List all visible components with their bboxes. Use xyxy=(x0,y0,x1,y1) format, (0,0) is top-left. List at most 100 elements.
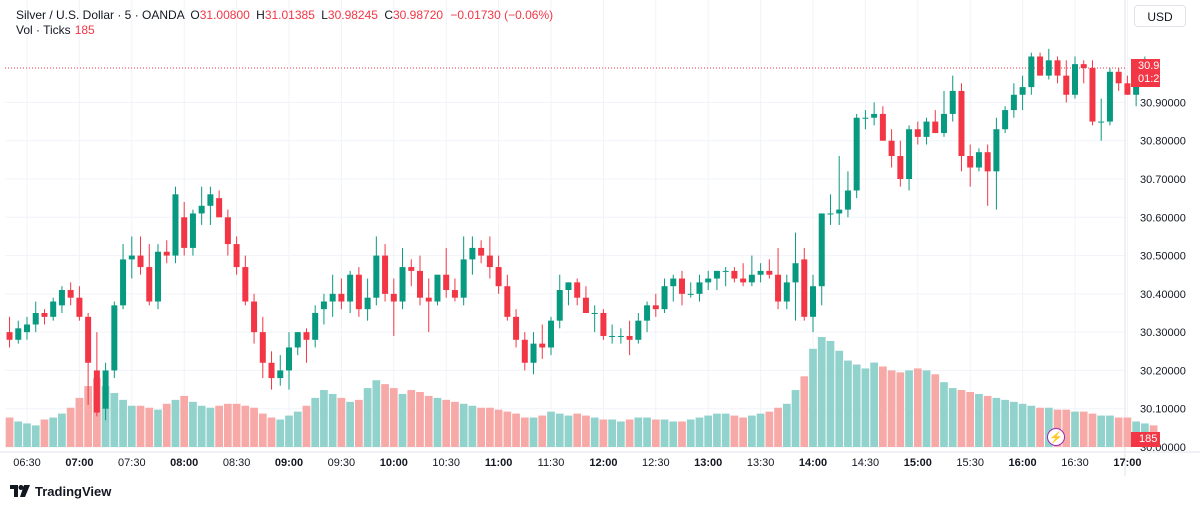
volume-bar xyxy=(957,390,966,447)
volume-bar xyxy=(189,401,197,447)
candle xyxy=(434,274,441,306)
candle-body xyxy=(862,117,869,119)
volume-bar xyxy=(896,372,905,447)
candle-body xyxy=(6,332,13,340)
volume-bar xyxy=(110,392,119,447)
volume-bar xyxy=(669,421,678,447)
volume-bar xyxy=(730,415,739,447)
currency-button[interactable]: USD xyxy=(1134,5,1186,27)
volume-bar xyxy=(84,386,92,447)
volume-label[interactable]: Vol · Ticks xyxy=(16,23,71,37)
volume-bar xyxy=(267,417,276,447)
candle-body xyxy=(993,129,1000,172)
volume-bar xyxy=(555,413,564,447)
candle-body xyxy=(76,297,83,317)
candle xyxy=(722,267,729,287)
volume-bar xyxy=(992,397,1001,447)
candle xyxy=(408,259,415,287)
volume-bar xyxy=(1036,407,1044,447)
volume-bar xyxy=(547,411,555,447)
last-price-value: 30.98720 xyxy=(1138,60,1184,72)
candle-body xyxy=(373,255,380,298)
tradingview-logo-icon xyxy=(10,485,30,497)
candle-body xyxy=(932,121,939,134)
candle xyxy=(853,113,860,199)
candle-body xyxy=(644,305,651,321)
volume-bar xyxy=(1114,417,1123,447)
candle xyxy=(504,274,511,321)
volume-bar xyxy=(154,409,162,447)
candle-body xyxy=(827,213,834,215)
candle-body xyxy=(1045,60,1052,76)
candle-body xyxy=(941,113,947,134)
candle xyxy=(626,320,633,356)
candle xyxy=(155,244,161,310)
candle xyxy=(137,236,144,275)
candle xyxy=(102,362,109,421)
tradingview-logo[interactable]: TradingView xyxy=(10,483,111,499)
y-tick-label: 30.60000 xyxy=(1140,212,1186,224)
candle xyxy=(277,355,284,386)
candle-body xyxy=(967,156,974,168)
candle-body xyxy=(111,305,118,371)
candle xyxy=(748,255,755,287)
candle-body xyxy=(530,343,537,363)
candle-body xyxy=(41,313,48,317)
x-tick-label: 10:00 xyxy=(380,457,408,469)
volume-bar xyxy=(748,415,756,447)
candle xyxy=(844,171,851,218)
candle xyxy=(862,110,869,130)
time-axis[interactable]: 06:30 07:00 07:30 08:00 08:30 09:00 09:30 10:00… xyxy=(13,457,1141,469)
symbol-title[interactable]: Silver / U.S. Dollar · 5 · OANDA xyxy=(16,8,185,22)
volume-bar xyxy=(913,368,922,447)
lightning-bolt-icon[interactable]: ⚡ xyxy=(1047,428,1065,446)
price-axis[interactable]: 30.0000030.1000030.2000030.3000030.40000… xyxy=(1140,97,1186,454)
candle xyxy=(486,236,493,279)
candle xyxy=(198,186,205,225)
candle xyxy=(181,201,188,256)
candle xyxy=(294,332,301,356)
candle-body xyxy=(975,152,982,168)
volume-bar xyxy=(355,399,363,447)
candle-body xyxy=(609,335,616,337)
candle-body xyxy=(198,205,205,214)
candle-body xyxy=(189,213,196,248)
candle-body xyxy=(879,113,886,141)
candle-body xyxy=(181,217,188,248)
volume-bar xyxy=(922,370,931,447)
volume-bar xyxy=(337,397,346,447)
candle-body xyxy=(591,313,598,314)
candle-body xyxy=(713,270,720,279)
candle xyxy=(478,240,485,264)
candle xyxy=(740,263,747,287)
symbol-legend: Silver / U.S. Dollar · 5 · OANDA O31.008… xyxy=(16,8,553,23)
y-tick-label: 30.70000 xyxy=(1140,174,1186,186)
candle-body xyxy=(128,255,135,260)
candle xyxy=(670,274,677,302)
candle xyxy=(783,274,790,310)
candle-body xyxy=(1072,64,1078,95)
candle xyxy=(984,144,991,206)
y-tick-label: 30.90000 xyxy=(1140,97,1186,109)
volume-bar xyxy=(520,417,529,447)
volume-bar xyxy=(782,403,791,447)
candle-body xyxy=(801,259,808,317)
candle xyxy=(50,297,57,321)
candle xyxy=(914,121,921,145)
volume-bar xyxy=(608,419,616,447)
candle-body xyxy=(233,244,240,268)
candle-body xyxy=(1010,94,1017,111)
volume-bar xyxy=(651,419,660,447)
volume-bar xyxy=(695,417,704,447)
candle-body xyxy=(775,274,782,302)
candle xyxy=(879,106,886,141)
volume-bar xyxy=(975,393,983,447)
volume-bar xyxy=(398,393,407,447)
volume-bar xyxy=(931,374,940,447)
candle-body xyxy=(783,282,790,302)
candle-body xyxy=(24,324,30,333)
volume-bar xyxy=(293,411,302,447)
candle xyxy=(687,282,694,298)
candle-body xyxy=(486,255,493,268)
